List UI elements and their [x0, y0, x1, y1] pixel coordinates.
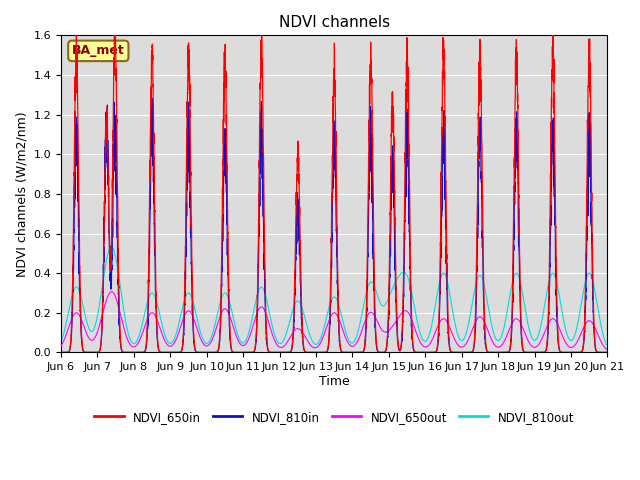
NDVI_650out [413, 330, 420, 336]
NDVI_650in [465, 349, 473, 355]
NDVI_650in [57, 349, 65, 355]
NDVI_650out [506, 324, 514, 330]
NDVI_650out [604, 347, 611, 353]
NDVI_650out [157, 326, 164, 332]
Line: NDVI_650in: NDVI_650in [61, 18, 607, 352]
Line: NDVI_650out: NDVI_650out [61, 292, 607, 350]
Legend: NDVI_650in, NDVI_810in, NDVI_650out, NDVI_810out: NDVI_650in, NDVI_810in, NDVI_650out, NDV… [90, 406, 579, 428]
NDVI_650in [258, 15, 266, 21]
NDVI_810in [157, 349, 164, 355]
NDVI_650in [130, 349, 138, 355]
Line: NDVI_810in: NDVI_810in [61, 98, 607, 352]
NDVI_650out [108, 289, 115, 295]
NDVI_810out [108, 244, 115, 250]
NDVI_810out [266, 312, 274, 318]
NDVI_650out [266, 324, 274, 329]
NDVI_810out [604, 344, 611, 349]
Line: NDVI_810out: NDVI_810out [61, 247, 607, 347]
NDVI_650out [385, 328, 393, 334]
X-axis label: Time: Time [319, 375, 349, 388]
NDVI_810in [266, 349, 274, 355]
NDVI_650in [266, 349, 274, 355]
NDVI_650in [604, 349, 611, 355]
NDVI_650in [507, 342, 515, 348]
NDVI_810out [57, 339, 65, 345]
NDVI_810in [57, 349, 65, 355]
NDVI_810in [413, 349, 420, 355]
NDVI_650in [413, 349, 420, 355]
NDVI_810out [385, 295, 393, 300]
NDVI_810in [148, 96, 156, 101]
Y-axis label: NDVI channels (W/m2/nm): NDVI channels (W/m2/nm) [15, 111, 28, 276]
NDVI_650out [57, 343, 65, 349]
NDVI_650in [385, 285, 393, 291]
NDVI_810in [385, 312, 393, 318]
NDVI_810out [157, 314, 164, 320]
Text: BA_met: BA_met [72, 44, 125, 57]
NDVI_810in [604, 349, 611, 355]
NDVI_810out [465, 319, 473, 325]
Title: NDVI channels: NDVI channels [278, 15, 390, 30]
NDVI_810in [130, 349, 138, 355]
NDVI_810in [507, 344, 515, 349]
NDVI_810in [465, 349, 473, 355]
NDVI_650out [465, 336, 473, 341]
NDVI_810out [413, 315, 420, 321]
NDVI_810out [506, 289, 514, 295]
NDVI_650in [157, 349, 164, 355]
